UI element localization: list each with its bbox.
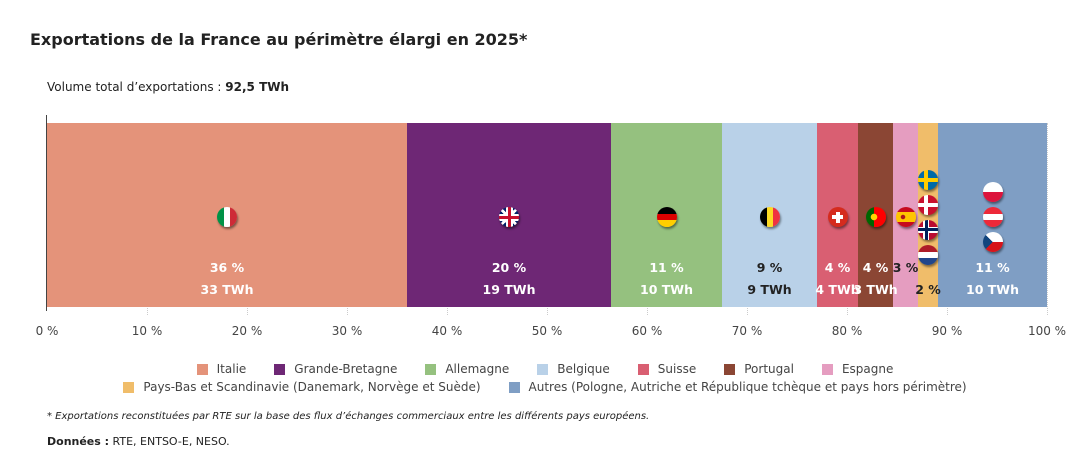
source: Données : RTE, ENTSO-E, NESO. [47, 435, 230, 448]
legend-swatch [274, 363, 286, 375]
legend-row-2: Pays-Bas et Scandinavie (Danemark, Norvè… [0, 380, 1090, 396]
flag-germany-icon [656, 207, 677, 227]
legend-label: Portugal [744, 362, 794, 376]
x-tick-label: 10 % [131, 324, 163, 338]
legend-item-suisse[interactable]: Suisse [637, 362, 697, 376]
volume-value: 92,5 TWh [225, 80, 290, 94]
legend-label: Italie [216, 362, 247, 376]
legend-item-belgique[interactable]: Belgique [537, 362, 610, 376]
flag-denmark-icon [918, 194, 938, 215]
x-tick-label: 100 % [1027, 324, 1067, 338]
legend-swatch [123, 381, 135, 393]
legend-item-allemagne[interactable]: Allemagne [425, 362, 509, 376]
data-label-twh: 2 % [915, 282, 941, 297]
data-label-percent: 11 % [975, 260, 1010, 275]
legend-label: Allemagne [445, 362, 510, 376]
data-label-percent: 9 % [756, 260, 783, 275]
gridline [1047, 123, 1048, 315]
data-label-twh: 19 TWh [482, 282, 536, 297]
chart-title: Exportations de la France au périmètre é… [30, 30, 528, 49]
data-label-percent: 11 % [649, 260, 684, 275]
legend-swatch [196, 363, 208, 375]
data-label-twh: 3 TWh [853, 282, 898, 297]
data-label-percent: 4 % [824, 260, 851, 275]
volume-label: Volume total d’exportations : [47, 80, 222, 94]
data-label-percent: 20 % [491, 260, 527, 275]
x-tick-label: 60 % [631, 324, 663, 338]
bar-segment-pays-bas [918, 123, 938, 307]
legend-label: Autres (Pologne, Autriche et République … [528, 380, 967, 394]
flag-switzerland-icon [827, 207, 848, 227]
data-label-twh: 33 TWh [200, 282, 254, 297]
y-axis-line [46, 115, 47, 311]
legend-swatch [537, 363, 549, 375]
legend-item-grande-bretagne[interactable]: Grande-Bretagne [274, 362, 397, 376]
legend-label: Espagne [841, 362, 894, 376]
flag-italy-icon [217, 207, 237, 227]
data-label-percent: 3 % [892, 260, 919, 275]
x-tick-label: 30 % [331, 324, 363, 338]
data-label-percent: 36 % [209, 260, 245, 275]
flag-united-kingdom-icon [499, 207, 519, 227]
x-tick-label: 80 % [831, 324, 863, 338]
legend-swatch [425, 363, 437, 375]
legend-swatch [637, 363, 649, 375]
legend-label: Suisse [657, 362, 697, 376]
footnote: * Exportations reconstituées par RTE sur… [47, 411, 650, 422]
x-tick-label: 40 % [431, 324, 463, 338]
legend-label: Grande-Bretagne [294, 362, 398, 376]
flag-poland-icon [982, 182, 1003, 202]
legend-row-1: Italie Grande-Bretagne Allemagne Belgique Su… [0, 362, 1090, 378]
x-tick-label: 50 % [531, 324, 563, 338]
legend-label: Belgique [557, 362, 610, 376]
legend-label: Pays-Bas et Scandinavie (Danemark, Norvè… [143, 380, 481, 394]
flag-czech-republic-icon [982, 232, 1003, 252]
legend-item-espagne[interactable]: Espagne [821, 362, 894, 376]
flag-norway-icon [918, 219, 938, 240]
legend-swatch [821, 363, 833, 375]
flag-spain-icon [895, 207, 916, 227]
legend-item-pays-bas[interactable]: Pays-Bas et Scandinavie (Danemark, Norvè… [123, 380, 481, 394]
data-label-percent: 4 % [862, 260, 889, 275]
flag-portugal-icon [865, 207, 886, 227]
x-tick-label: 0 % [35, 324, 59, 338]
source-label: Données : [47, 435, 110, 448]
data-label-twh: 10 TWh [966, 282, 1019, 297]
flag-sweden-icon [918, 169, 938, 190]
source-value: RTE, ENTSO-E, NESO. [112, 435, 230, 448]
flag-belgium-icon [759, 207, 780, 227]
legend-item-portugal[interactable]: Portugal [724, 362, 794, 376]
legend-item-autres[interactable]: Autres (Pologne, Autriche et République … [508, 380, 967, 394]
data-label-twh: 10 TWh [640, 282, 693, 297]
x-tick-label: 90 % [931, 324, 963, 338]
flag-netherlands-icon [918, 244, 938, 265]
legend-swatch [508, 381, 520, 393]
legend-item-italie[interactable]: Italie [196, 362, 247, 376]
data-label-twh: 9 TWh [747, 282, 792, 297]
data-label-twh: 4 TWh [815, 282, 860, 297]
x-tick-label: 20 % [231, 324, 263, 338]
legend-swatch [724, 363, 736, 375]
x-tick-label: 70 % [731, 324, 763, 338]
total-volume: Volume total d’exportations : 92,5 TWh [47, 80, 289, 94]
flag-austria-icon [982, 207, 1003, 227]
